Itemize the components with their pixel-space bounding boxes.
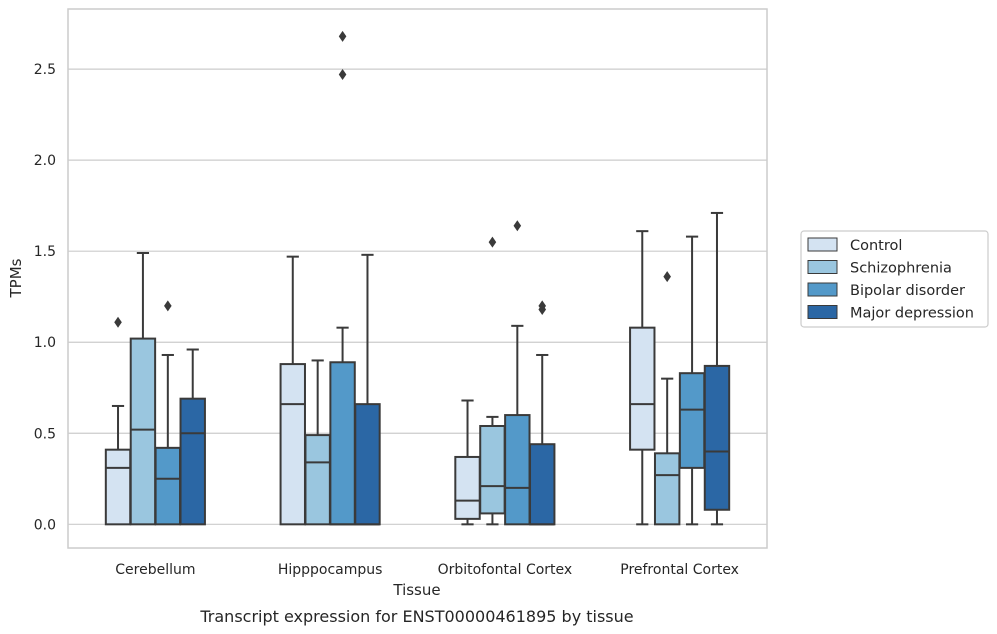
box bbox=[703, 364, 731, 511]
x-tick-label: Prefrontal Cortex bbox=[620, 562, 739, 578]
outlier-point bbox=[513, 220, 522, 232]
series-major-depression bbox=[179, 211, 731, 526]
box bbox=[304, 434, 331, 526]
y-tick-label: 1.5 bbox=[34, 244, 56, 260]
box bbox=[154, 446, 182, 526]
x-tick-label: Hipppocampus bbox=[278, 562, 383, 578]
chart-caption: Transcript expression for ENST0000046189… bbox=[199, 607, 633, 626]
box bbox=[179, 397, 206, 526]
legend-label: Major depression bbox=[850, 306, 974, 322]
box bbox=[529, 443, 556, 526]
y-tick-label: 1.0 bbox=[34, 335, 56, 351]
outlier-point bbox=[164, 300, 172, 312]
y-tick-label: 2.5 bbox=[34, 62, 56, 78]
series-control bbox=[104, 230, 656, 526]
outlier-point bbox=[338, 30, 347, 42]
series-bipolar-disorder bbox=[154, 30, 706, 526]
x-tick-label: Orbitofontal Cortex bbox=[438, 562, 573, 578]
y-tick-label: 0.0 bbox=[34, 517, 56, 533]
outlier-point bbox=[114, 316, 122, 328]
outlier-point bbox=[538, 303, 547, 315]
box bbox=[129, 337, 157, 526]
legend-swatch bbox=[807, 305, 838, 319]
outlier-point bbox=[338, 69, 347, 81]
series-schizophrenia bbox=[129, 236, 681, 526]
plot-area-frame bbox=[67, 8, 768, 549]
legend-label: Control bbox=[850, 238, 902, 254]
box bbox=[653, 452, 681, 526]
legend-frame bbox=[800, 230, 989, 328]
legend-swatch bbox=[807, 260, 838, 274]
box-series bbox=[104, 30, 731, 526]
box bbox=[504, 414, 531, 526]
legend-label: Schizophrenia bbox=[850, 261, 952, 277]
box bbox=[104, 448, 132, 526]
box bbox=[354, 403, 381, 526]
box bbox=[279, 363, 306, 526]
box bbox=[629, 326, 656, 451]
legend-label: Bipolar disorder bbox=[850, 283, 965, 299]
y-axis-label: TPMs bbox=[7, 258, 25, 298]
legend-swatch bbox=[807, 237, 838, 252]
box bbox=[329, 361, 356, 526]
box bbox=[454, 455, 481, 520]
box bbox=[479, 424, 506, 515]
legend: Control Schizophrenia Bipolar disorder Majo… bbox=[800, 230, 989, 328]
box bbox=[678, 372, 706, 469]
x-tick-label: Cerebellum bbox=[115, 562, 195, 578]
outlier-point bbox=[488, 236, 497, 248]
legend-swatch bbox=[807, 282, 838, 297]
outlier-point bbox=[663, 271, 671, 283]
x-axis-label: Tissue bbox=[392, 581, 440, 599]
x-axis-ticks: Cerebellum Hipppocampus Orbitofontal Corte… bbox=[115, 562, 739, 578]
y-tick-label: 2.0 bbox=[34, 153, 56, 169]
y-axis-ticks: 0.0 0.5 1.0 1.5 2.0 2.5 bbox=[34, 62, 56, 533]
y-tick-label: 0.5 bbox=[34, 426, 56, 442]
